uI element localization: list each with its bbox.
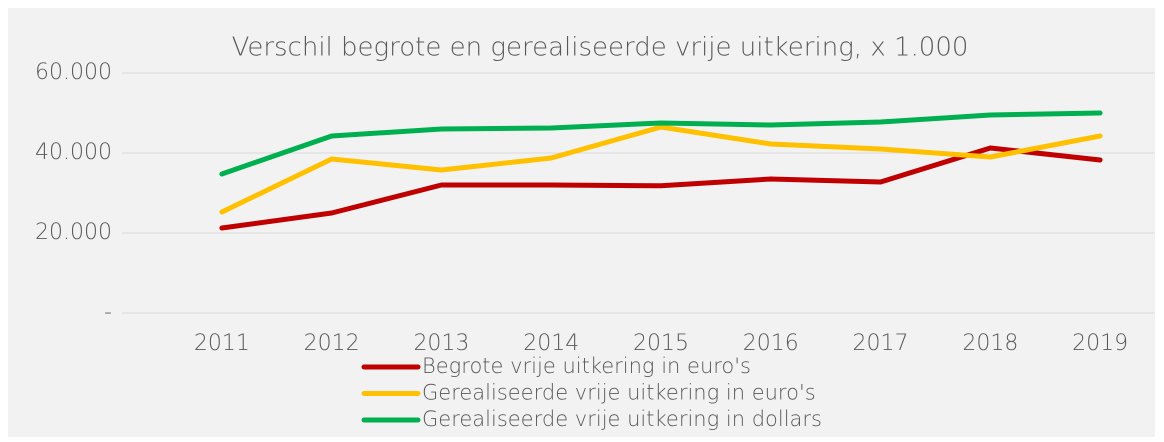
x-tick-label: 2017 xyxy=(853,331,909,356)
y-tick-label: 20.000 xyxy=(35,220,112,245)
y-tick-label: 60.000 xyxy=(35,60,112,85)
chart-background xyxy=(8,8,1155,437)
series-line xyxy=(219,110,1103,177)
x-tick-label: 2011 xyxy=(194,331,250,356)
x-tick-label: 2019 xyxy=(1072,331,1128,356)
series-line xyxy=(219,145,1103,231)
y-tick-label: 40.000 xyxy=(35,140,112,165)
legend-label: Gerealiseerde vrije uitkering in euro's xyxy=(422,381,816,405)
y-tick-label: - xyxy=(104,300,112,325)
x-tick-label: 2014 xyxy=(523,331,579,356)
legend-label: Gerealiseerde vrije uitkering in dollars xyxy=(422,407,822,431)
chart-title: Verschil begrote en gerealiseerde vrije … xyxy=(232,33,969,63)
x-tick-label: 2012 xyxy=(304,331,360,356)
x-tick-label: 2015 xyxy=(633,331,689,356)
x-tick-label: 2016 xyxy=(743,331,799,356)
legend-label: Begrote vrije uitkering in euro's xyxy=(422,354,751,378)
x-tick-label: 2018 xyxy=(962,331,1018,356)
series-line xyxy=(219,124,1103,215)
x-tick-label: 2013 xyxy=(413,331,469,356)
